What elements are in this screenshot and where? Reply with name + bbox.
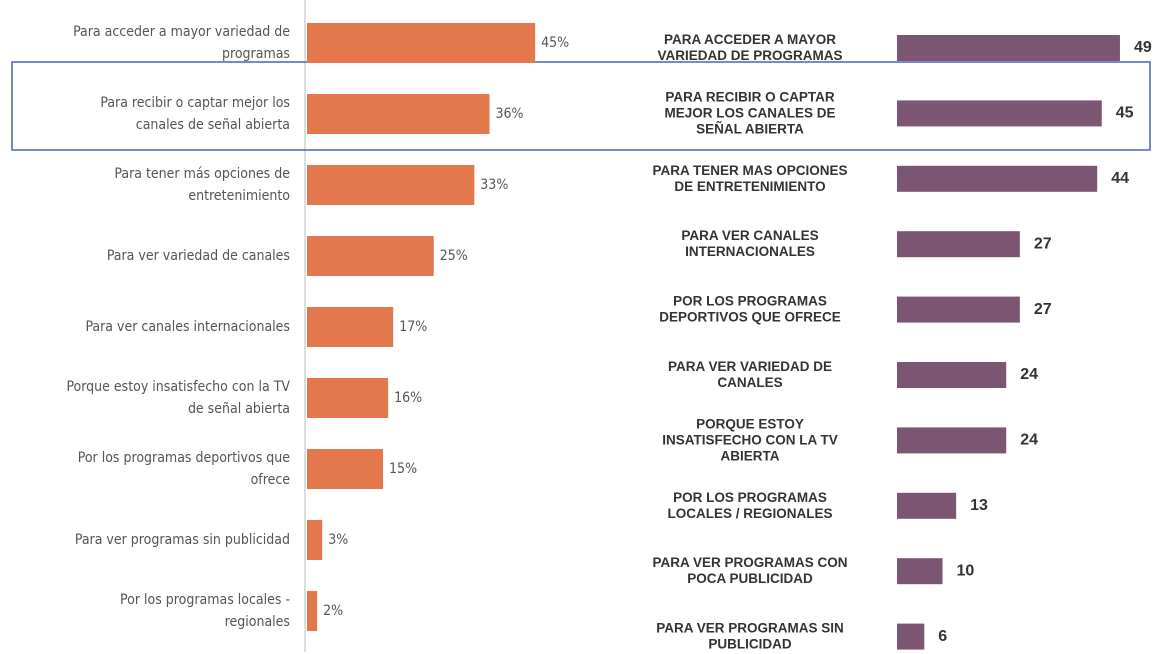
value-label: 10 [957, 562, 975, 579]
bar [307, 520, 323, 560]
bar [897, 427, 1007, 454]
category-label: PARA VER VARIEDAD DE CANALES [668, 359, 832, 390]
value-label: 6 [938, 628, 947, 645]
value-label: 36% [496, 106, 524, 122]
bar [307, 23, 536, 63]
bar [897, 623, 925, 650]
bar [307, 236, 434, 276]
category-label: Para ver programas sin publicidad [75, 532, 290, 548]
highlight-box [11, 61, 1151, 151]
value-label: 17% [399, 319, 427, 335]
value-label: 33% [480, 177, 508, 193]
category-label: Para acceder a mayor variedad de programa… [73, 24, 290, 62]
category-label: PARA RECIBIR O CAPTAR MEJOR LOS CANALES D… [664, 89, 835, 136]
bar [307, 591, 318, 631]
category-label: POR LOS PROGRAMAS LOCALES / REGIONALES [667, 489, 832, 520]
bar [897, 100, 1102, 127]
bar [897, 165, 1098, 192]
bar [307, 165, 475, 205]
value-label: 16% [394, 390, 422, 406]
value-label: 27 [1034, 235, 1052, 252]
bar [897, 492, 957, 519]
category-label: Para ver canales internacionales [85, 319, 290, 335]
value-label: 24 [1020, 366, 1038, 383]
category-label: Por los programas deportivos que ofrece [78, 450, 291, 488]
bar [307, 449, 384, 489]
category-label: PARA ACCEDER A MAYOR VARIEDAD DE PROGRAMA… [657, 32, 842, 63]
category-label: PORQUE ESTOY INSATISFECHO CON LA TV ABIERT… [662, 416, 838, 463]
category-label: Para recibir o captar mejor los canales d… [100, 95, 290, 133]
category-label: PARA TENER MAS OPCIONES DE ENTRETENIMIENT… [652, 162, 847, 193]
value-label: 24 [1020, 432, 1038, 449]
value-label: 25% [440, 248, 468, 264]
value-label: 13 [970, 497, 988, 514]
category-label: PARA VER PROGRAMAS SIN PUBLICIDAD [656, 620, 844, 651]
category-label: Para ver variedad de canales [107, 248, 290, 264]
bar [307, 94, 490, 134]
value-label: 27 [1034, 301, 1052, 318]
value-label: 3% [328, 532, 348, 548]
category-label: PARA VER CANALES INTERNACIONALES [681, 228, 818, 259]
category-label: Para tener más opciones de entretenimient… [114, 166, 290, 204]
value-label: 45% [541, 35, 569, 51]
category-label: Porque estoy insatisfecho con la TV de se… [66, 379, 290, 417]
category-label: PARA VER PROGRAMAS CON POCA PUBLICIDAD [652, 555, 847, 586]
bar [897, 231, 1020, 258]
bar [897, 362, 1007, 388]
value-label: 44 [1111, 170, 1129, 187]
bar [897, 35, 1120, 61]
bar [307, 307, 394, 347]
category-label: Por los programas locales -regionales [120, 592, 290, 630]
bar [897, 296, 1020, 323]
bar [307, 378, 389, 418]
bar [897, 558, 943, 585]
category-label: POR LOS PROGRAMAS DEPORTIVOS QUE OFRECE [659, 293, 841, 324]
value-label: 45 [1116, 105, 1134, 122]
value-label: 49 [1134, 39, 1152, 56]
value-label: 15% [389, 461, 417, 477]
value-label: 2% [323, 603, 343, 619]
